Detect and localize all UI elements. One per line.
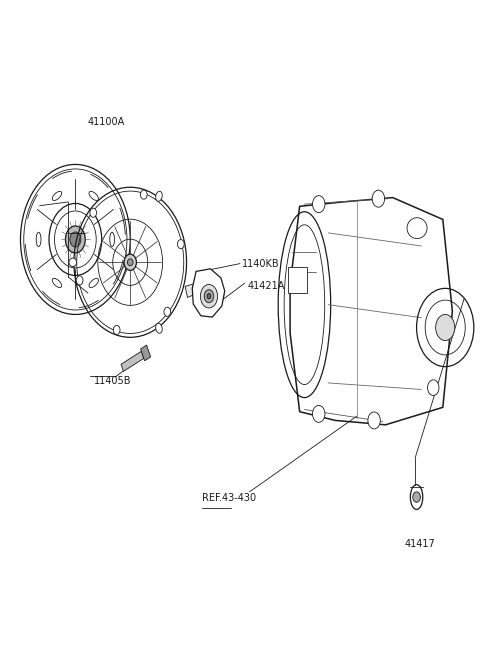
Circle shape xyxy=(70,232,81,247)
Text: 41421A: 41421A xyxy=(247,282,285,291)
Circle shape xyxy=(204,290,214,303)
Polygon shape xyxy=(185,283,198,297)
Ellipse shape xyxy=(36,233,41,247)
Text: 1140KB: 1140KB xyxy=(242,259,280,269)
Circle shape xyxy=(178,240,184,249)
Ellipse shape xyxy=(52,278,61,288)
Ellipse shape xyxy=(124,254,136,271)
Circle shape xyxy=(141,190,147,199)
Ellipse shape xyxy=(156,324,162,333)
Ellipse shape xyxy=(89,191,98,200)
Circle shape xyxy=(113,326,120,335)
Ellipse shape xyxy=(127,259,133,266)
Circle shape xyxy=(200,284,217,308)
Polygon shape xyxy=(121,351,144,371)
Ellipse shape xyxy=(52,191,61,200)
Circle shape xyxy=(90,208,96,217)
Circle shape xyxy=(428,380,439,396)
Text: 41417: 41417 xyxy=(405,539,435,549)
Circle shape xyxy=(368,412,380,429)
Circle shape xyxy=(312,405,325,422)
Polygon shape xyxy=(192,269,225,317)
Polygon shape xyxy=(290,198,452,425)
Circle shape xyxy=(76,276,83,285)
Ellipse shape xyxy=(110,233,115,247)
Ellipse shape xyxy=(69,258,77,267)
Circle shape xyxy=(372,190,384,207)
Ellipse shape xyxy=(89,278,98,288)
Text: 11405B: 11405B xyxy=(95,376,132,386)
Circle shape xyxy=(413,492,420,502)
Text: REF.43-430: REF.43-430 xyxy=(202,493,256,504)
Circle shape xyxy=(436,314,455,341)
Circle shape xyxy=(65,226,85,253)
Polygon shape xyxy=(288,267,307,293)
Circle shape xyxy=(312,196,325,213)
Text: 41100A: 41100A xyxy=(87,117,124,127)
Circle shape xyxy=(207,293,211,299)
Circle shape xyxy=(164,307,170,316)
Polygon shape xyxy=(141,345,151,361)
Ellipse shape xyxy=(156,191,162,201)
